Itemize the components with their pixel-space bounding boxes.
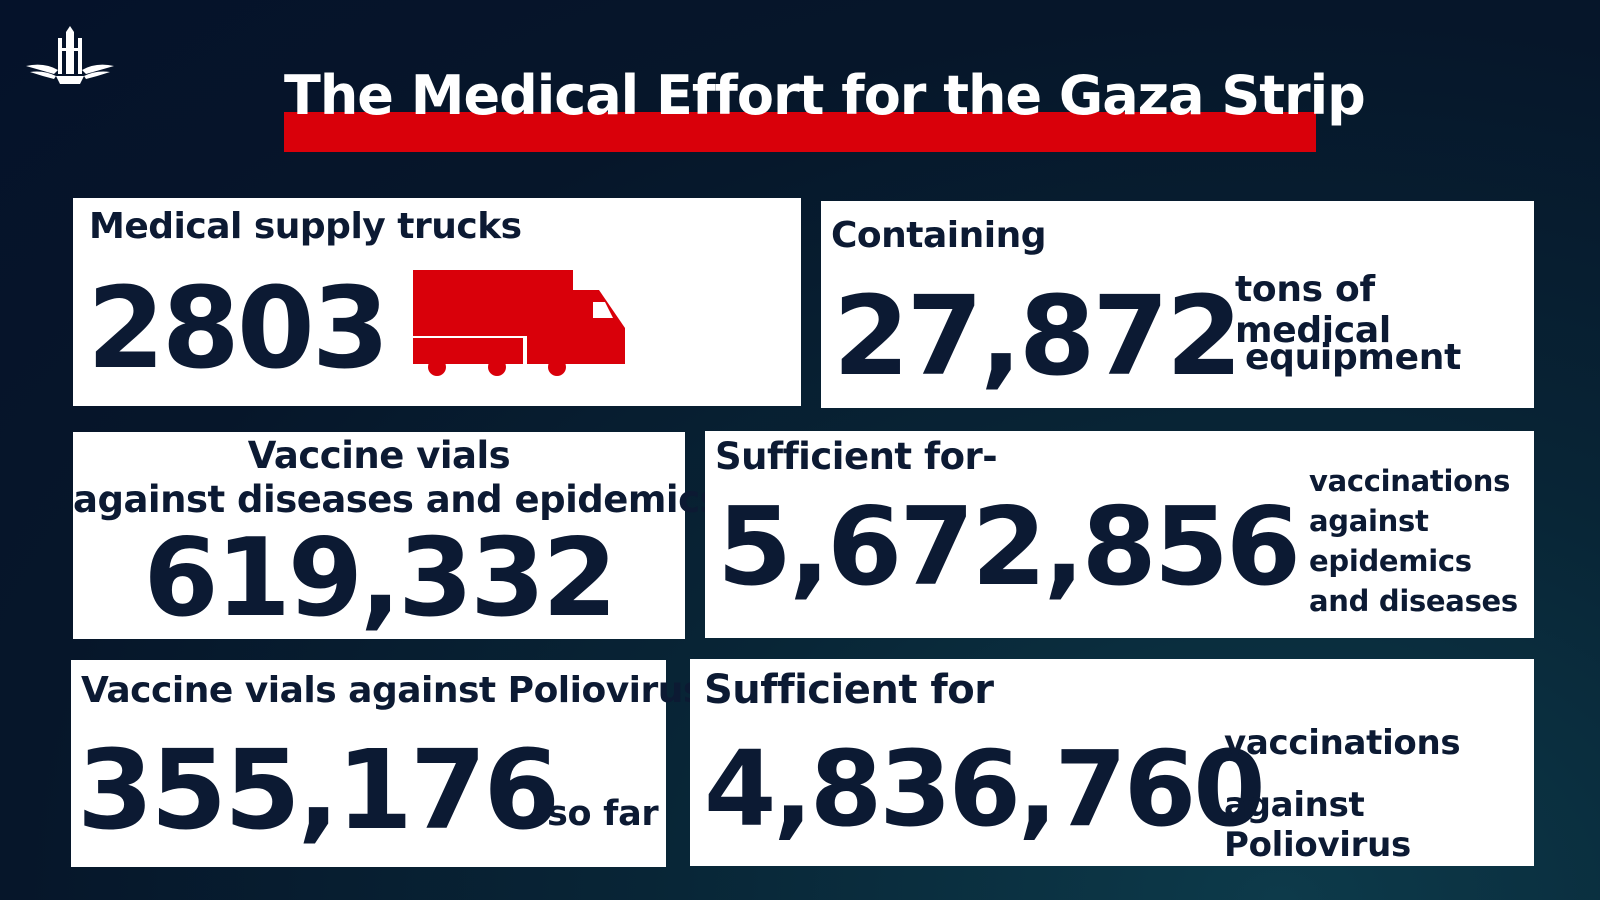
vials-label-line1: Vaccine vials [247,434,511,477]
vaccinations-unit-line: and diseases [1309,584,1518,618]
vials-label-line2: against diseases and epidemics [73,478,722,521]
title-text: The Medical Effort for the Gaza Strip [284,64,1366,127]
tons-card: Containing 27,872 tons of medical equipm… [821,201,1534,408]
polio-vials-card: Vaccine vials against Poliovirus 355,176… [71,660,704,867]
tons-value: 27,872 [833,272,1242,400]
tons-label: Containing [831,215,1047,256]
title-underline-bar [284,112,1316,152]
polio-vials-label: Vaccine vials against Poliovirus [81,670,704,711]
polio-vaccinations-card: Sufficient for 4,836,760 vaccinations ag… [690,659,1534,866]
vaccinations-value: 5,672,856 [717,485,1301,610]
trucks-value: 2803 [87,264,390,394]
vaccinations-unit-line: against [1309,504,1429,538]
vaccinations-label: Sufficient for- [715,435,998,478]
vaccinations-unit: vaccinations against epidemics and disea… [1309,461,1518,621]
vaccinations-card: Sufficient for- 5,672,856 vaccinations a… [705,431,1534,638]
polio-vaccinations-label: Sufficient for [704,667,994,713]
polio-vaccinations-unit-line1: vaccinations [1224,723,1461,763]
trucks-label: Medical supply trucks [89,206,522,247]
vaccine-vials-card: Vaccine vials against diseases and epide… [73,432,722,641]
polio-vials-suffix: so far [547,794,659,834]
polio-vials-value: 355,176 [77,726,560,854]
polio-vaccinations-value: 4,836,760 [704,728,1266,850]
truck-icon [413,270,625,376]
idf-emblem-icon [26,26,114,84]
tons-unit-line1: tons of medical [1235,269,1391,351]
polio-vaccinations-unit-line2: against Poliovirus [1224,785,1411,865]
trucks-card: Medical supply trucks 2803 [73,198,801,406]
vaccinations-unit-line: vaccinations [1309,464,1511,498]
tons-unit-line2: equipment [1245,337,1461,378]
vials-value: 619,332 [143,516,618,641]
page-title: The Medical Effort for the Gaza Strip [284,62,1366,156]
vaccinations-unit-line: epidemics [1309,544,1472,578]
